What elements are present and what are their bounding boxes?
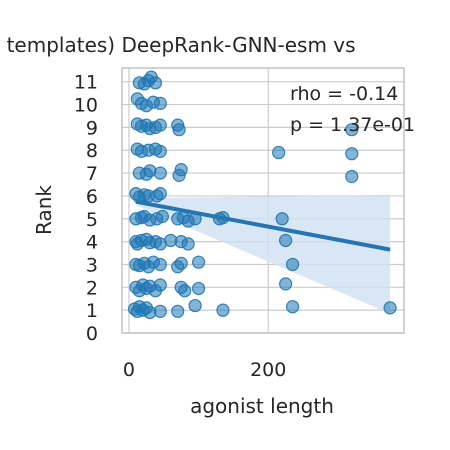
regression-line-group xyxy=(135,199,391,252)
data-point xyxy=(216,303,230,317)
data-point xyxy=(345,147,359,161)
x-axis-label: agonist length xyxy=(190,394,334,418)
data-point xyxy=(172,168,186,182)
data-point xyxy=(191,281,206,296)
y-tick-label: 1 xyxy=(86,300,98,322)
chart-title: o templates) DeepRank-GNN-esm vs xyxy=(0,33,356,57)
data-point xyxy=(153,257,167,272)
y-tick-label: 4 xyxy=(86,232,98,254)
data-point xyxy=(153,187,167,201)
data-point xyxy=(285,300,300,314)
data-point xyxy=(171,304,185,318)
data-point xyxy=(191,255,206,269)
scatter-points xyxy=(127,70,397,320)
y-tick-label: 3 xyxy=(86,254,98,276)
data-point xyxy=(285,257,300,272)
x-tick-label: 0 xyxy=(123,359,135,381)
y-tick-label: 6 xyxy=(86,186,98,208)
data-point xyxy=(153,144,167,158)
data-point xyxy=(345,123,359,137)
p-value-annotation: p = 1.37e-01 xyxy=(290,114,415,136)
data-point xyxy=(172,123,186,137)
data-point xyxy=(178,284,192,298)
data-point xyxy=(279,233,293,248)
regression-line xyxy=(135,199,391,252)
y-tick-label: 5 xyxy=(86,209,98,231)
data-point xyxy=(188,298,202,313)
confidence-band-group xyxy=(135,194,391,314)
data-point xyxy=(153,118,167,132)
data-point xyxy=(345,169,359,184)
data-point xyxy=(174,256,188,270)
data-point xyxy=(383,301,397,315)
data-point xyxy=(275,212,289,226)
y-tick-label: 0 xyxy=(86,323,98,345)
data-point xyxy=(279,277,293,291)
data-point xyxy=(148,76,163,90)
confidence-band xyxy=(135,194,391,314)
x-tick-label: 200 xyxy=(250,359,286,381)
data-point xyxy=(272,145,286,160)
y-tick-label: 2 xyxy=(86,277,98,299)
data-point xyxy=(153,304,167,318)
y-tick-label: 9 xyxy=(86,117,98,139)
rho-annotation: rho = -0.14 xyxy=(290,83,398,105)
y-axis-label: Rank xyxy=(32,185,56,235)
y-tick-label: 7 xyxy=(86,163,98,185)
y-tick-label: 11 xyxy=(74,72,98,94)
data-point xyxy=(181,237,195,251)
data-point xyxy=(155,209,169,224)
plot-frame xyxy=(121,67,405,334)
data-point xyxy=(153,278,167,292)
y-tick-label: 10 xyxy=(74,95,98,117)
data-point xyxy=(153,96,167,111)
y-tick-label: 8 xyxy=(86,140,98,162)
data-point xyxy=(153,166,167,180)
